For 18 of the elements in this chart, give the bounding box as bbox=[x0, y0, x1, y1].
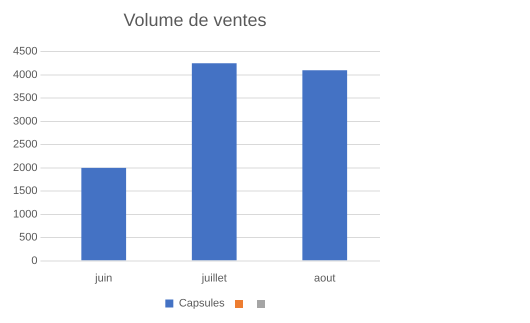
y-tick-label: 3500 bbox=[12, 92, 38, 104]
y-tick-label: 500 bbox=[19, 232, 38, 244]
y-tick-label: 1500 bbox=[12, 185, 38, 198]
y-tick-label: 2000 bbox=[12, 162, 38, 174]
y-tick-label: 4500 bbox=[12, 46, 38, 58]
y-tick-label: 4000 bbox=[12, 68, 38, 81]
legend-label: Capsules bbox=[178, 298, 226, 310]
y-tick-label: 1000 bbox=[12, 208, 38, 220]
chart-title: Volume de ventes bbox=[123, 10, 267, 30]
bar bbox=[192, 63, 237, 260]
y-tick-label: 0 bbox=[31, 254, 38, 267]
x-tick-label: aout bbox=[314, 272, 336, 284]
bar bbox=[302, 70, 348, 260]
y-tick-label: 3000 bbox=[12, 115, 38, 128]
y-tick-label: 2500 bbox=[12, 138, 38, 151]
x-tick-label: juin bbox=[94, 272, 112, 284]
x-tick-label: juillet bbox=[200, 272, 227, 284]
bar bbox=[81, 168, 126, 260]
